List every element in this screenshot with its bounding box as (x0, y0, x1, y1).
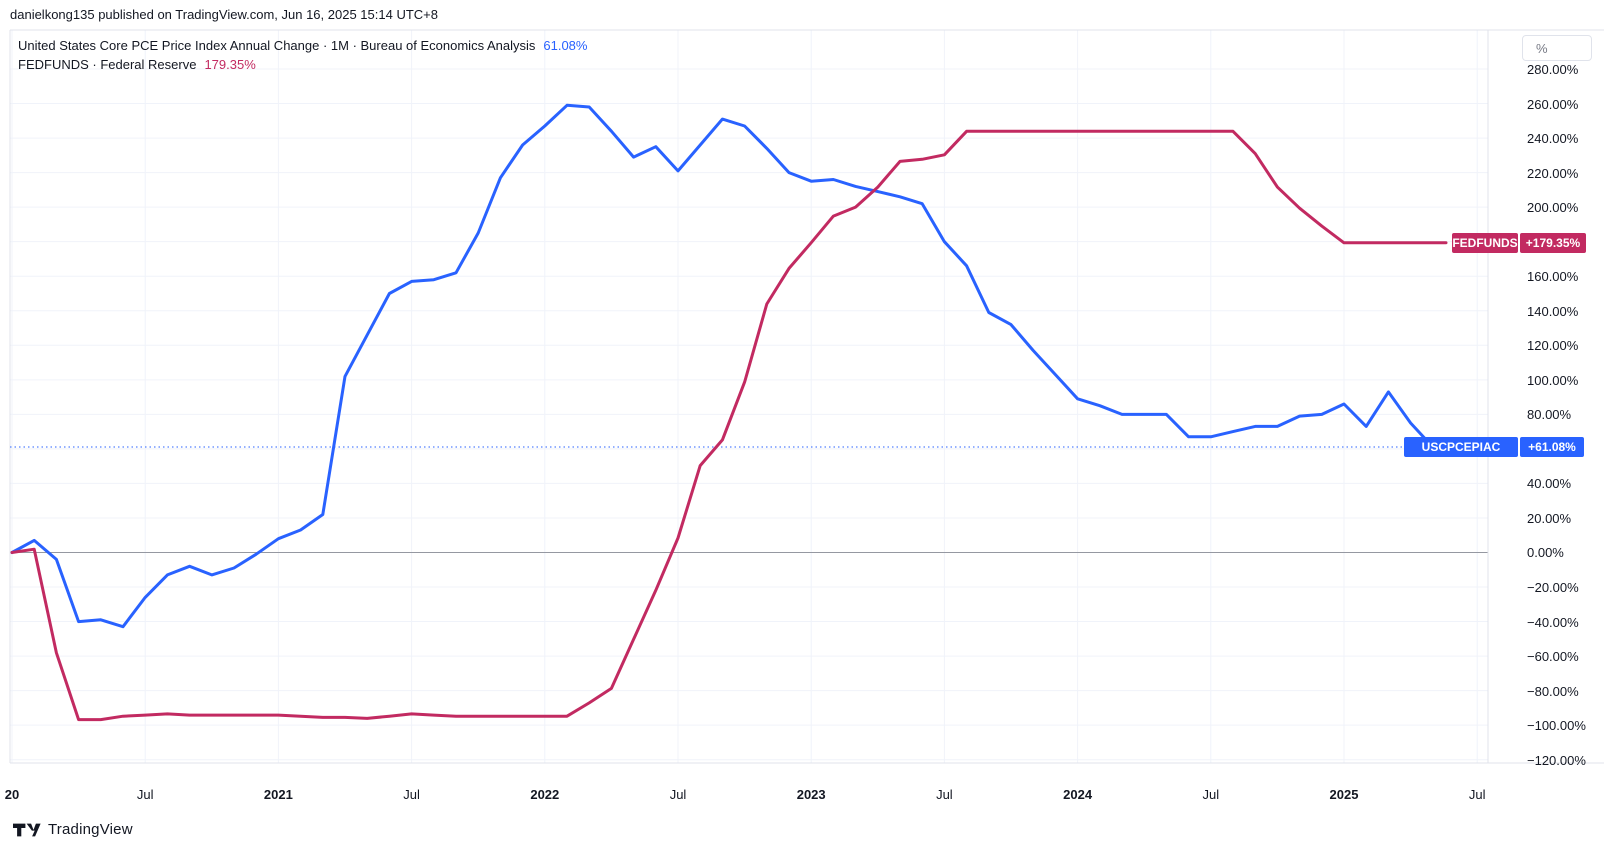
time-tick-label: 2024 (1063, 787, 1093, 802)
tradingview-icon (13, 823, 41, 836)
price-tick-label: −40.00% (1527, 614, 1579, 630)
percent-scale-label: % (1536, 40, 1548, 56)
published-info: danielkong135 published on TradingView.c… (10, 7, 438, 22)
price-tick-label: 220.00% (1527, 165, 1579, 181)
price-tick-label: 280.00% (1527, 62, 1579, 77)
time-tick-label: 2023 (796, 787, 826, 802)
time-tick-label: 2021 (263, 787, 293, 802)
time-tick-label: Jul (136, 787, 154, 802)
series-value-uscpcepiac: 61.08% (543, 38, 588, 53)
price-tick-label: 160.00% (1527, 269, 1579, 285)
fedfunds-badge-value: +179.35% (1520, 232, 1586, 253)
price-tick-label: −80.00% (1527, 683, 1579, 699)
time-tick-label: 20 (4, 787, 20, 802)
price-tick-label: 100.00% (1527, 372, 1579, 388)
series-title-uscpcepiac: United States Core PCE Price Index Annua… (18, 38, 536, 53)
time-tick-label: Jul (669, 787, 687, 802)
price-tick-label: 20.00% (1527, 510, 1572, 526)
price-tick-label: −60.00% (1527, 649, 1579, 665)
brand-text: TradingView (48, 821, 133, 838)
legend-row-fedfunds[interactable]: FEDFUNDS · Federal Reserve 179.35% (18, 55, 587, 74)
fedfunds-badge-label: FEDFUNDS (1452, 232, 1518, 253)
time-tick-label: 2022 (530, 787, 560, 802)
price-tick-label: 260.00% (1527, 96, 1579, 112)
chart-legend: United States Core PCE Price Index Annua… (18, 36, 587, 74)
time-tick-label: 2025 (1329, 787, 1359, 802)
series-line-fedfunds[interactable] (10, 129, 1448, 722)
price-tick-label: −20.00% (1527, 580, 1579, 596)
time-tick-label: Jul (1202, 787, 1220, 802)
uscpcepiac-badge-value: +61.08% (1520, 437, 1584, 458)
time-tick-label: Jul (936, 787, 953, 802)
legend-row-uscpcepiac[interactable]: United States Core PCE Price Index Annua… (18, 36, 587, 55)
price-tick-label: 80.00% (1527, 407, 1572, 423)
series-line-uscpcepiac[interactable] (10, 103, 1435, 629)
tradingview-logo[interactable]: TradingView (13, 821, 133, 838)
price-tick-label: 240.00% (1527, 131, 1579, 147)
price-tick-label: 0.00% (1527, 545, 1564, 561)
series-value-fedfunds: 179.35% (204, 57, 256, 72)
uscpcepiac-badge-label: USCPCEPIAC (1404, 437, 1518, 458)
price-tick-label: 120.00% (1527, 338, 1579, 354)
time-tick-label: Jul (1468, 787, 1486, 802)
time-tick-label: Jul (403, 787, 420, 802)
price-tick-label: −100.00% (1527, 718, 1586, 734)
price-tick-label: 140.00% (1527, 303, 1579, 319)
price-tick-label: 40.00% (1527, 476, 1572, 492)
price-tick-label: −120.00% (1527, 752, 1586, 768)
price-tick-label: 200.00% (1527, 200, 1579, 216)
series-title-fedfunds: FEDFUNDS · Federal Reserve (18, 57, 197, 72)
percent-scale-button[interactable]: % (1522, 35, 1592, 61)
